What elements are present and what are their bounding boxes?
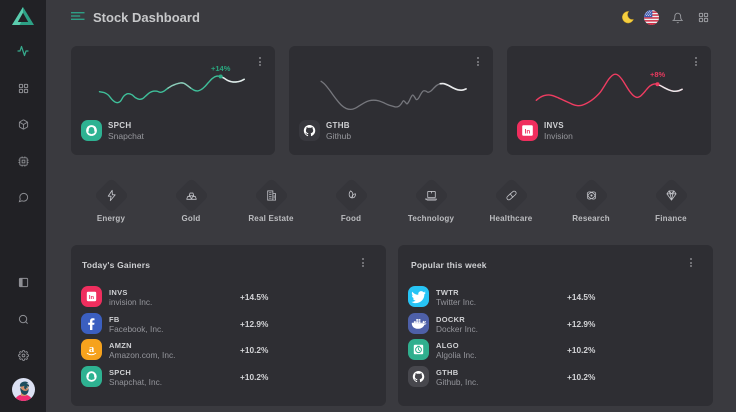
svg-text:In: In [89,295,95,301]
svg-text:+14%: +14% [211,64,231,73]
svg-text:In: In [525,128,531,135]
svg-text:a: a [89,343,95,355]
svg-text:+8%: +8% [650,70,666,79]
